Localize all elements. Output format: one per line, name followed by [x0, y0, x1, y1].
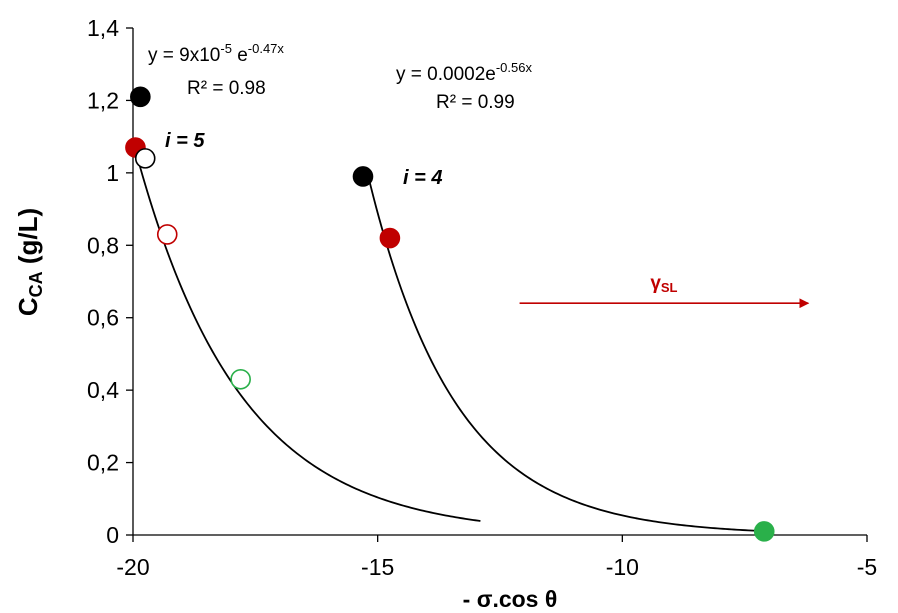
x-tick-label: -5: [857, 554, 877, 580]
fit-curve-1: [132, 140, 481, 522]
fit-2-r2: R² = 0.99: [436, 92, 515, 113]
data-point: [753, 521, 775, 542]
y-tick-label: 0,4: [87, 377, 119, 403]
x-axis-label: - σ.cos θ: [463, 586, 558, 612]
data-point: [156, 224, 178, 245]
y-tick-label: 0,8: [87, 232, 119, 258]
fit-curves: [132, 140, 760, 532]
fit-2-equation-exponent: -0.56x: [496, 60, 533, 75]
y-tick-label: 1,4: [87, 15, 119, 41]
x-tick-label: -15: [361, 554, 394, 580]
data-point: [352, 166, 374, 187]
fit-1-label: i = 5: [165, 130, 205, 152]
y-tick-label: 0: [106, 522, 119, 548]
data-point: [130, 86, 151, 108]
data-point: [379, 227, 401, 249]
x-ticks: -20 -15 -10 -5: [116, 535, 877, 580]
fit-1-equation-sup: -5: [220, 41, 232, 56]
x-tick-label: -20: [116, 554, 149, 580]
data-point: [230, 368, 251, 390]
gamma-arrow-label: γSL: [650, 273, 677, 295]
data-points: [125, 86, 775, 542]
fit-curve-2: [367, 174, 760, 532]
y-ticks: 0 0,2 0,4 0,6 0,8 1 1,2 1,4: [87, 15, 133, 548]
y-tick-label: 1,2: [87, 87, 119, 113]
fit-1-equation-exponent: -0.47x: [248, 41, 285, 56]
y-axis-label: CCA (g/L): [13, 208, 46, 316]
fit-1-equation: y = 9x10-5 e-0.47x: [148, 41, 284, 66]
fit-2-equation: y = 0.0002e-0.56x: [396, 60, 532, 85]
fit-2-label: i = 4: [403, 167, 442, 189]
y-tick-label: 1: [106, 160, 119, 186]
fit-1-r2: R² = 0.98: [187, 78, 266, 99]
y-tick-label: 0,6: [87, 305, 119, 331]
data-point: [134, 148, 156, 169]
x-tick-label: -10: [606, 554, 639, 580]
y-tick-label: 0,2: [87, 450, 119, 476]
